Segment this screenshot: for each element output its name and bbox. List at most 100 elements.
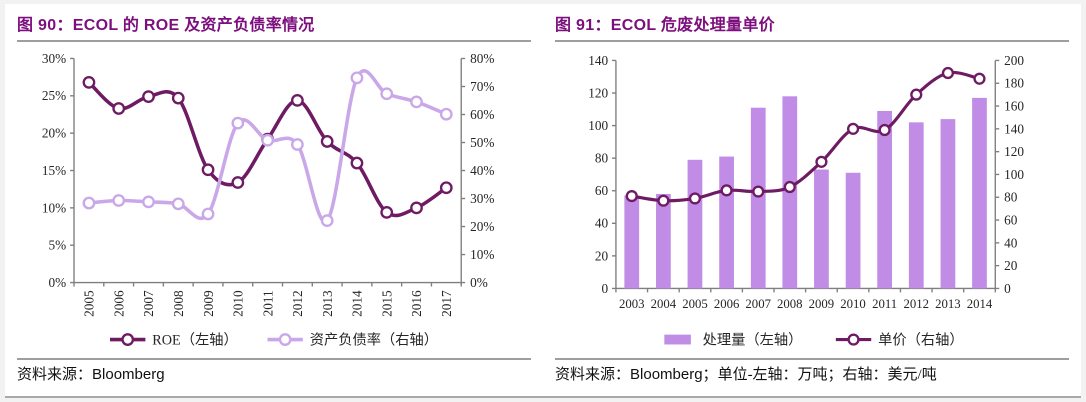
left-axis-ticks: 0% 5% 10% 15% 20% 25% 30% <box>42 51 75 290</box>
source-label: 资料来源： <box>17 367 93 383</box>
legend-item-debt-ratio: 资产负债率（右轴） <box>267 331 438 348</box>
svg-text:40%: 40% <box>470 163 494 178</box>
svg-text:60: 60 <box>595 183 609 198</box>
right-axis-ticks: 0% 10% 20% 30% 40% 50% 60% 70% 80% <box>461 51 494 290</box>
svg-text:80: 80 <box>595 151 609 166</box>
legend: 处理量（左轴） 单价（右轴） <box>664 331 964 348</box>
treatment-volume-bar-2005 <box>687 159 703 289</box>
svg-text:0%: 0% <box>48 275 66 290</box>
svg-text:资产负债率（右轴）: 资产负债率（右轴） <box>310 331 438 348</box>
svg-text:2005: 2005 <box>82 290 97 317</box>
svg-text:0: 0 <box>601 281 608 296</box>
treatment-volume-bar-2013 <box>940 119 956 289</box>
figure-90-panel: 图 90：ECOL 的 ROE 及资产负债率情况 0% 5% 10% 15% 20% 25… <box>5 4 543 396</box>
roe-line <box>87 80 449 218</box>
treatment-volume-bar-2010 <box>845 172 861 289</box>
figures-row: 图 90：ECOL 的 ROE 及资产负债率情况 0% 5% 10% 15% 20% 25… <box>5 4 1081 398</box>
unit-price-line <box>630 70 982 203</box>
unit-price-marker-2008 <box>783 180 796 194</box>
treatment-volume-bar-2014 <box>972 97 987 289</box>
svg-text:180: 180 <box>1004 76 1024 91</box>
debt-ratio-marker-2009 <box>201 207 215 221</box>
svg-text:2012: 2012 <box>290 290 305 317</box>
svg-text:2008: 2008 <box>777 297 803 311</box>
svg-text:2016: 2016 <box>409 290 424 317</box>
svg-text:40: 40 <box>1004 235 1018 250</box>
debt-ratio-marker-2014 <box>350 71 364 85</box>
svg-text:120: 120 <box>588 85 608 100</box>
roe-marker-2017 <box>439 181 453 195</box>
svg-text:70%: 70% <box>470 79 494 94</box>
unit-price-marker-2012 <box>910 88 923 101</box>
roe-marker-2013 <box>320 135 334 148</box>
treatment-volume-bar-2006 <box>719 156 734 289</box>
svg-text:2007: 2007 <box>141 290 156 317</box>
svg-text:100: 100 <box>1004 167 1024 182</box>
debt-ratio-marker-2006 <box>112 194 126 207</box>
x-axis-labels: 2003 2004 2005 2006 2007 2008 2009 2010 2011 2012… <box>619 297 993 311</box>
svg-text:100: 100 <box>588 118 608 133</box>
debt-ratio-marker-2015 <box>380 87 394 101</box>
roe-marker-2009 <box>201 163 215 177</box>
treatment-volume-bar-2004 <box>656 194 671 289</box>
svg-text:25%: 25% <box>42 88 66 103</box>
figure-91-source: 资料来源：Bloomberg；单位-左轴：万吨；右轴：美元/吨 <box>555 363 1069 384</box>
figure-91-footer-divider <box>555 358 1069 360</box>
axes <box>73 58 462 284</box>
svg-text:20%: 20% <box>42 126 66 141</box>
left-axis-ticks: 0 20 40 60 80 100 120 140 <box>588 53 616 296</box>
svg-text:120: 120 <box>1004 144 1024 159</box>
svg-text:2014: 2014 <box>350 290 365 317</box>
roe-marker-2012 <box>291 93 304 107</box>
unit-price-marker-2007 <box>752 185 765 198</box>
svg-text:2009: 2009 <box>809 297 835 311</box>
svg-text:2009: 2009 <box>201 290 216 317</box>
svg-text:2004: 2004 <box>651 297 677 311</box>
svg-text:10%: 10% <box>42 200 66 215</box>
svg-text:2012: 2012 <box>903 297 929 311</box>
unit-price-marker-2010 <box>846 122 860 135</box>
roe-marker-2015 <box>380 205 394 219</box>
chart-svg-volume-price: 0 20 40 60 80 100 120 140 0 20 40 60 80 100 120 140 160 1… <box>588 53 1024 349</box>
unit-price-marker-2005 <box>688 192 702 205</box>
svg-text:2017: 2017 <box>439 290 454 317</box>
svg-text:30%: 30% <box>470 191 494 206</box>
roe-marker-2016 <box>410 201 423 215</box>
svg-text:15%: 15% <box>42 163 66 178</box>
legend-item-treatment-volume: 处理量（左轴） <box>664 331 802 348</box>
svg-text:ROE（左轴）: ROE（左轴） <box>152 331 238 348</box>
svg-text:50%: 50% <box>470 135 494 150</box>
treatment-volume-price-chart: 0 20 40 60 80 100 120 140 0 20 40 60 80 100 120 140 160 1… <box>555 42 1069 358</box>
svg-text:2005: 2005 <box>682 297 708 311</box>
svg-text:2007: 2007 <box>745 297 771 311</box>
svg-text:2011: 2011 <box>260 290 275 316</box>
roe-marker-2010 <box>231 176 245 189</box>
debt-ratio-marker-2011 <box>261 133 274 147</box>
treatment-volume-bar-2009 <box>814 169 829 289</box>
debt-ratio-marker-2007 <box>142 195 155 209</box>
svg-text:20%: 20% <box>470 219 494 234</box>
roe-debt-ratio-chart: 0% 5% 10% 15% 20% 25% 30% 0% 10% 20% 30% 40% 50% 60% 7… <box>17 42 531 358</box>
right-axis-ticks: 0 20 40 60 80 100 120 140 160 180 200 <box>995 53 1024 296</box>
legend-item-unit-price: 单价（右轴） <box>835 331 964 348</box>
svg-text:2006: 2006 <box>714 297 740 311</box>
svg-text:0: 0 <box>1004 281 1011 296</box>
figure-90-title-divider <box>17 40 531 42</box>
debt-ratio-line-series <box>82 69 453 228</box>
svg-text:10%: 10% <box>470 247 494 262</box>
treatment-volume-bar-2003 <box>624 195 640 289</box>
figure-90-footer-divider <box>17 358 531 360</box>
svg-text:2011: 2011 <box>872 297 897 311</box>
svg-text:140: 140 <box>1004 121 1024 136</box>
x-axis-ticks <box>615 288 996 293</box>
svg-text:5%: 5% <box>48 238 66 253</box>
treatment-volume-bar-2012 <box>908 122 924 289</box>
svg-text:60: 60 <box>1004 212 1018 227</box>
svg-text:2014: 2014 <box>967 297 993 311</box>
source-units: 单位-左轴：万吨；右轴：美元/吨 <box>717 367 937 383</box>
treatment-volume-bar-2007 <box>750 107 766 289</box>
roe-marker-2008 <box>171 91 185 105</box>
treatment-volume-bars <box>624 96 987 289</box>
source-value: Bloomberg <box>92 366 165 383</box>
